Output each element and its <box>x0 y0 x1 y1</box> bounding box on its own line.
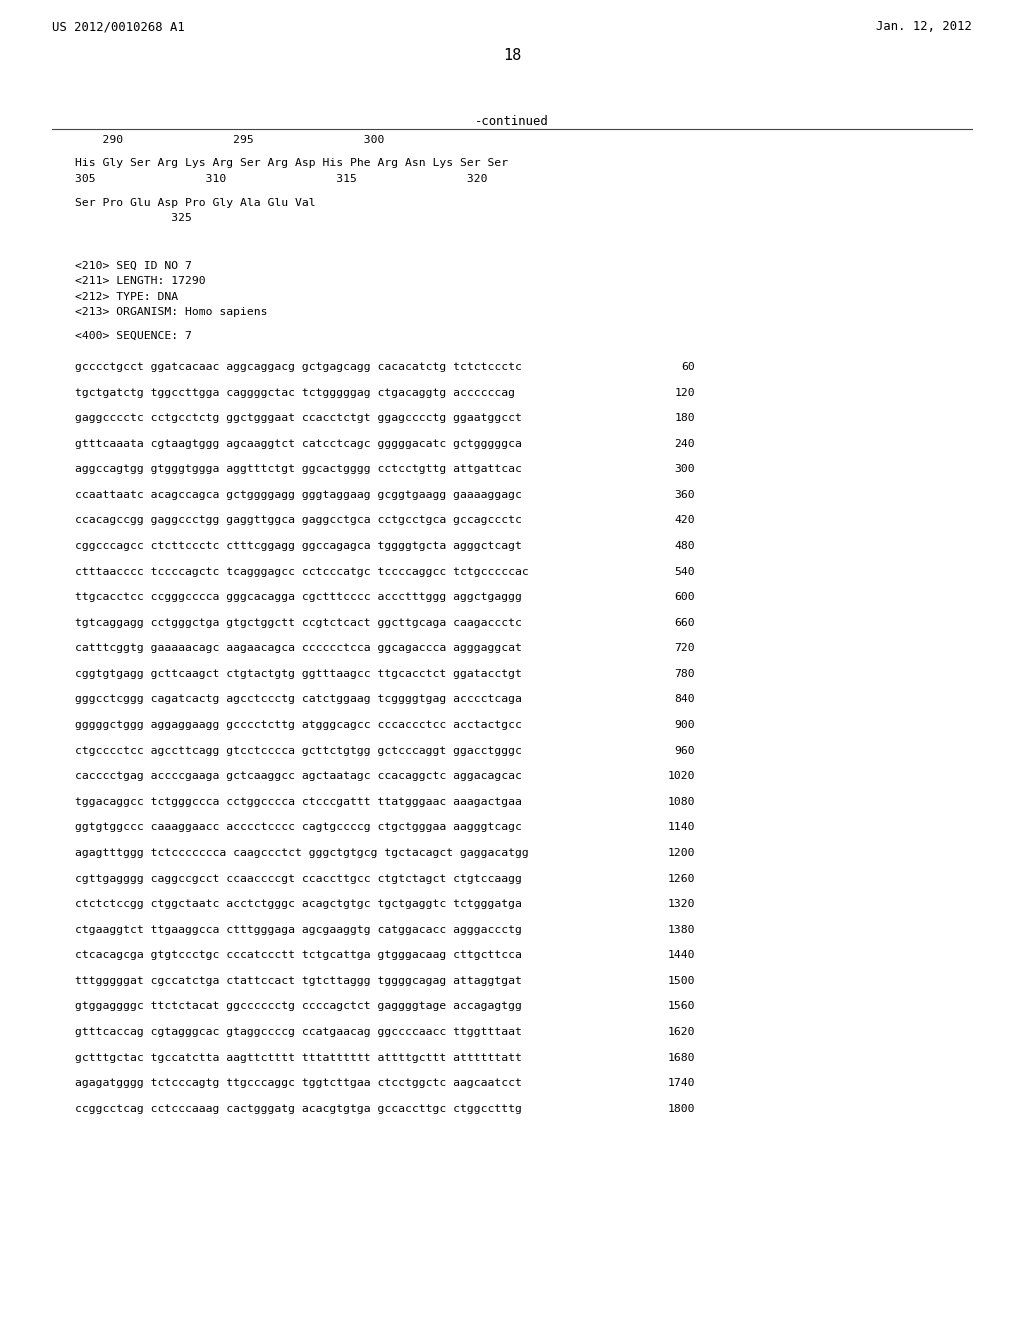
Text: 1020: 1020 <box>668 771 695 781</box>
Text: -continued: -continued <box>475 115 549 128</box>
Text: 1320: 1320 <box>668 899 695 909</box>
Text: gcccctgcct ggatcacaac aggcaggacg gctgagcagg cacacatctg tctctccctc: gcccctgcct ggatcacaac aggcaggacg gctgagc… <box>75 362 522 372</box>
Text: gggggctggg aggaggaagg gcccctcttg atgggcagcc cccaccctcc acctactgcc: gggggctggg aggaggaagg gcccctcttg atgggca… <box>75 719 522 730</box>
Text: 480: 480 <box>675 541 695 550</box>
Text: ggtgtggccc caaaggaacc acccctcccc cagtgccccg ctgctgggaa aagggtcagc: ggtgtggccc caaaggaacc acccctcccc cagtgcc… <box>75 822 522 833</box>
Text: 1740: 1740 <box>668 1078 695 1088</box>
Text: 1260: 1260 <box>668 874 695 883</box>
Text: <400> SEQUENCE: 7: <400> SEQUENCE: 7 <box>75 330 191 341</box>
Text: aggccagtgg gtgggtggga aggtttctgt ggcactgggg cctcctgttg attgattcac: aggccagtgg gtgggtggga aggtttctgt ggcactg… <box>75 465 522 474</box>
Text: gggcctcggg cagatcactg agcctccctg catctggaag tcggggtgag acccctcaga: gggcctcggg cagatcactg agcctccctg catctgg… <box>75 694 522 705</box>
Text: catttcggtg gaaaaacagc aagaacagca cccccctcca ggcagaccca agggaggcat: catttcggtg gaaaaacagc aagaacagca cccccct… <box>75 643 522 653</box>
Text: gtttcaaata cgtaagtggg agcaaggtct catcctcagc gggggacatc gctgggggca: gtttcaaata cgtaagtggg agcaaggtct catcctc… <box>75 438 522 449</box>
Text: US 2012/0010268 A1: US 2012/0010268 A1 <box>52 20 184 33</box>
Text: 960: 960 <box>675 746 695 755</box>
Text: 900: 900 <box>675 719 695 730</box>
Text: 540: 540 <box>675 566 695 577</box>
Text: <211> LENGTH: 17290: <211> LENGTH: 17290 <box>75 276 206 286</box>
Text: 420: 420 <box>675 515 695 525</box>
Text: Jan. 12, 2012: Jan. 12, 2012 <box>877 20 972 33</box>
Text: 1140: 1140 <box>668 822 695 833</box>
Text: <210> SEQ ID NO 7: <210> SEQ ID NO 7 <box>75 260 191 271</box>
Text: 325: 325 <box>75 213 191 223</box>
Text: gtttcaccag cgtagggcac gtaggccccg ccatgaacag ggccccaacc ttggtttaat: gtttcaccag cgtagggcac gtaggccccg ccatgaa… <box>75 1027 522 1038</box>
Text: 1380: 1380 <box>668 924 695 935</box>
Text: 660: 660 <box>675 618 695 628</box>
Text: tggacaggcc tctgggccca cctggcccca ctcccgattt ttatgggaac aaagactgaa: tggacaggcc tctgggccca cctggcccca ctcccga… <box>75 797 522 807</box>
Text: ctgaaggtct ttgaaggcca ctttgggaga agcgaaggtg catggacacc agggaccctg: ctgaaggtct ttgaaggcca ctttgggaga agcgaag… <box>75 924 522 935</box>
Text: cgttgagggg caggccgcct ccaaccccgt ccaccttgcc ctgtctagct ctgtccaagg: cgttgagggg caggccgcct ccaaccccgt ccacctt… <box>75 874 522 883</box>
Text: His Gly Ser Arg Lys Arg Ser Arg Asp His Phe Arg Asn Lys Ser Ser: His Gly Ser Arg Lys Arg Ser Arg Asp His … <box>75 158 508 169</box>
Text: ctcacagcga gtgtccctgc cccatccctt tctgcattga gtgggacaag cttgcttcca: ctcacagcga gtgtccctgc cccatccctt tctgcat… <box>75 950 522 960</box>
Text: 360: 360 <box>675 490 695 500</box>
Text: 1080: 1080 <box>668 797 695 807</box>
Text: agagatgggg tctcccagtg ttgcccaggc tggtcttgaa ctcctggctc aagcaatcct: agagatgggg tctcccagtg ttgcccaggc tggtctt… <box>75 1078 522 1088</box>
Text: 290                295                300: 290 295 300 <box>75 135 384 145</box>
Text: <213> ORGANISM: Homo sapiens: <213> ORGANISM: Homo sapiens <box>75 308 267 317</box>
Text: ctctctccgg ctggctaatc acctctgggc acagctgtgc tgctgaggtc tctgggatga: ctctctccgg ctggctaatc acctctgggc acagctg… <box>75 899 522 909</box>
Text: gaggcccctc cctgcctctg ggctgggaat ccacctctgt ggagcccctg ggaatggcct: gaggcccctc cctgcctctg ggctgggaat ccacctc… <box>75 413 522 424</box>
Text: agagtttggg tctccccccca caagccctct gggctgtgcg tgctacagct gaggacatgg: agagtttggg tctccccccca caagccctct gggctg… <box>75 847 528 858</box>
Text: Ser Pro Glu Asp Pro Gly Ala Glu Val: Ser Pro Glu Asp Pro Gly Ala Glu Val <box>75 198 315 207</box>
Text: 1620: 1620 <box>668 1027 695 1038</box>
Text: 1500: 1500 <box>668 975 695 986</box>
Text: <212> TYPE: DNA: <212> TYPE: DNA <box>75 292 178 301</box>
Text: 720: 720 <box>675 643 695 653</box>
Text: 600: 600 <box>675 593 695 602</box>
Text: 1680: 1680 <box>668 1052 695 1063</box>
Text: gtggaggggc ttctctacat ggcccccctg ccccagctct gaggggtage accagagtgg: gtggaggggc ttctctacat ggcccccctg ccccagc… <box>75 1002 522 1011</box>
Text: 1560: 1560 <box>668 1002 695 1011</box>
Text: 305                310                315                320: 305 310 315 320 <box>75 174 487 183</box>
Text: ctgcccctcc agccttcagg gtcctcccca gcttctgtgg gctcccaggt ggacctgggc: ctgcccctcc agccttcagg gtcctcccca gcttctg… <box>75 746 522 755</box>
Text: ccacagccgg gaggccctgg gaggttggca gaggcctgca cctgcctgca gccagccctc: ccacagccgg gaggccctgg gaggttggca gaggcct… <box>75 515 522 525</box>
Text: tgctgatctg tggccttgga caggggctac tctgggggag ctgacaggtg accccccag: tgctgatctg tggccttgga caggggctac tctgggg… <box>75 388 515 397</box>
Text: 180: 180 <box>675 413 695 424</box>
Text: 60: 60 <box>681 362 695 372</box>
Text: cggcccagcc ctcttccctc ctttcggagg ggccagagca tggggtgcta agggctcagt: cggcccagcc ctcttccctc ctttcggagg ggccaga… <box>75 541 522 550</box>
Text: 18: 18 <box>503 48 521 63</box>
Text: 780: 780 <box>675 669 695 678</box>
Text: ctttaacccc tccccagctc tcagggagcc cctcccatgc tccccaggcc tctgcccccac: ctttaacccc tccccagctc tcagggagcc cctccca… <box>75 566 528 577</box>
Text: ttgcacctcc ccgggcccca gggcacagga cgctttcccc accctttggg aggctgaggg: ttgcacctcc ccgggcccca gggcacagga cgctttc… <box>75 593 522 602</box>
Text: 240: 240 <box>675 438 695 449</box>
Text: cggtgtgagg gcttcaagct ctgtactgtg ggtttaagcc ttgcacctct ggatacctgt: cggtgtgagg gcttcaagct ctgtactgtg ggtttaa… <box>75 669 522 678</box>
Text: 1440: 1440 <box>668 950 695 960</box>
Text: ccaattaatc acagccagca gctggggagg gggtaggaag gcggtgaagg gaaaaggagc: ccaattaatc acagccagca gctggggagg gggtagg… <box>75 490 522 500</box>
Text: tttgggggat cgccatctga ctattccact tgtcttaggg tggggcagag attaggtgat: tttgggggat cgccatctga ctattccact tgtctta… <box>75 975 522 986</box>
Text: cacccctgag accccgaaga gctcaaggcc agctaatagc ccacaggctc aggacagcac: cacccctgag accccgaaga gctcaaggcc agctaat… <box>75 771 522 781</box>
Text: 1800: 1800 <box>668 1104 695 1114</box>
Text: 300: 300 <box>675 465 695 474</box>
Text: tgtcaggagg cctgggctga gtgctggctt ccgtctcact ggcttgcaga caagaccctc: tgtcaggagg cctgggctga gtgctggctt ccgtctc… <box>75 618 522 628</box>
Text: gctttgctac tgccatctta aagttctttt tttatttttt attttgcttt attttttatt: gctttgctac tgccatctta aagttctttt tttattt… <box>75 1052 522 1063</box>
Text: ccggcctcag cctcccaaag cactgggatg acacgtgtga gccaccttgc ctggcctttg: ccggcctcag cctcccaaag cactgggatg acacgtg… <box>75 1104 522 1114</box>
Text: 120: 120 <box>675 388 695 397</box>
Text: 840: 840 <box>675 694 695 705</box>
Text: 1200: 1200 <box>668 847 695 858</box>
